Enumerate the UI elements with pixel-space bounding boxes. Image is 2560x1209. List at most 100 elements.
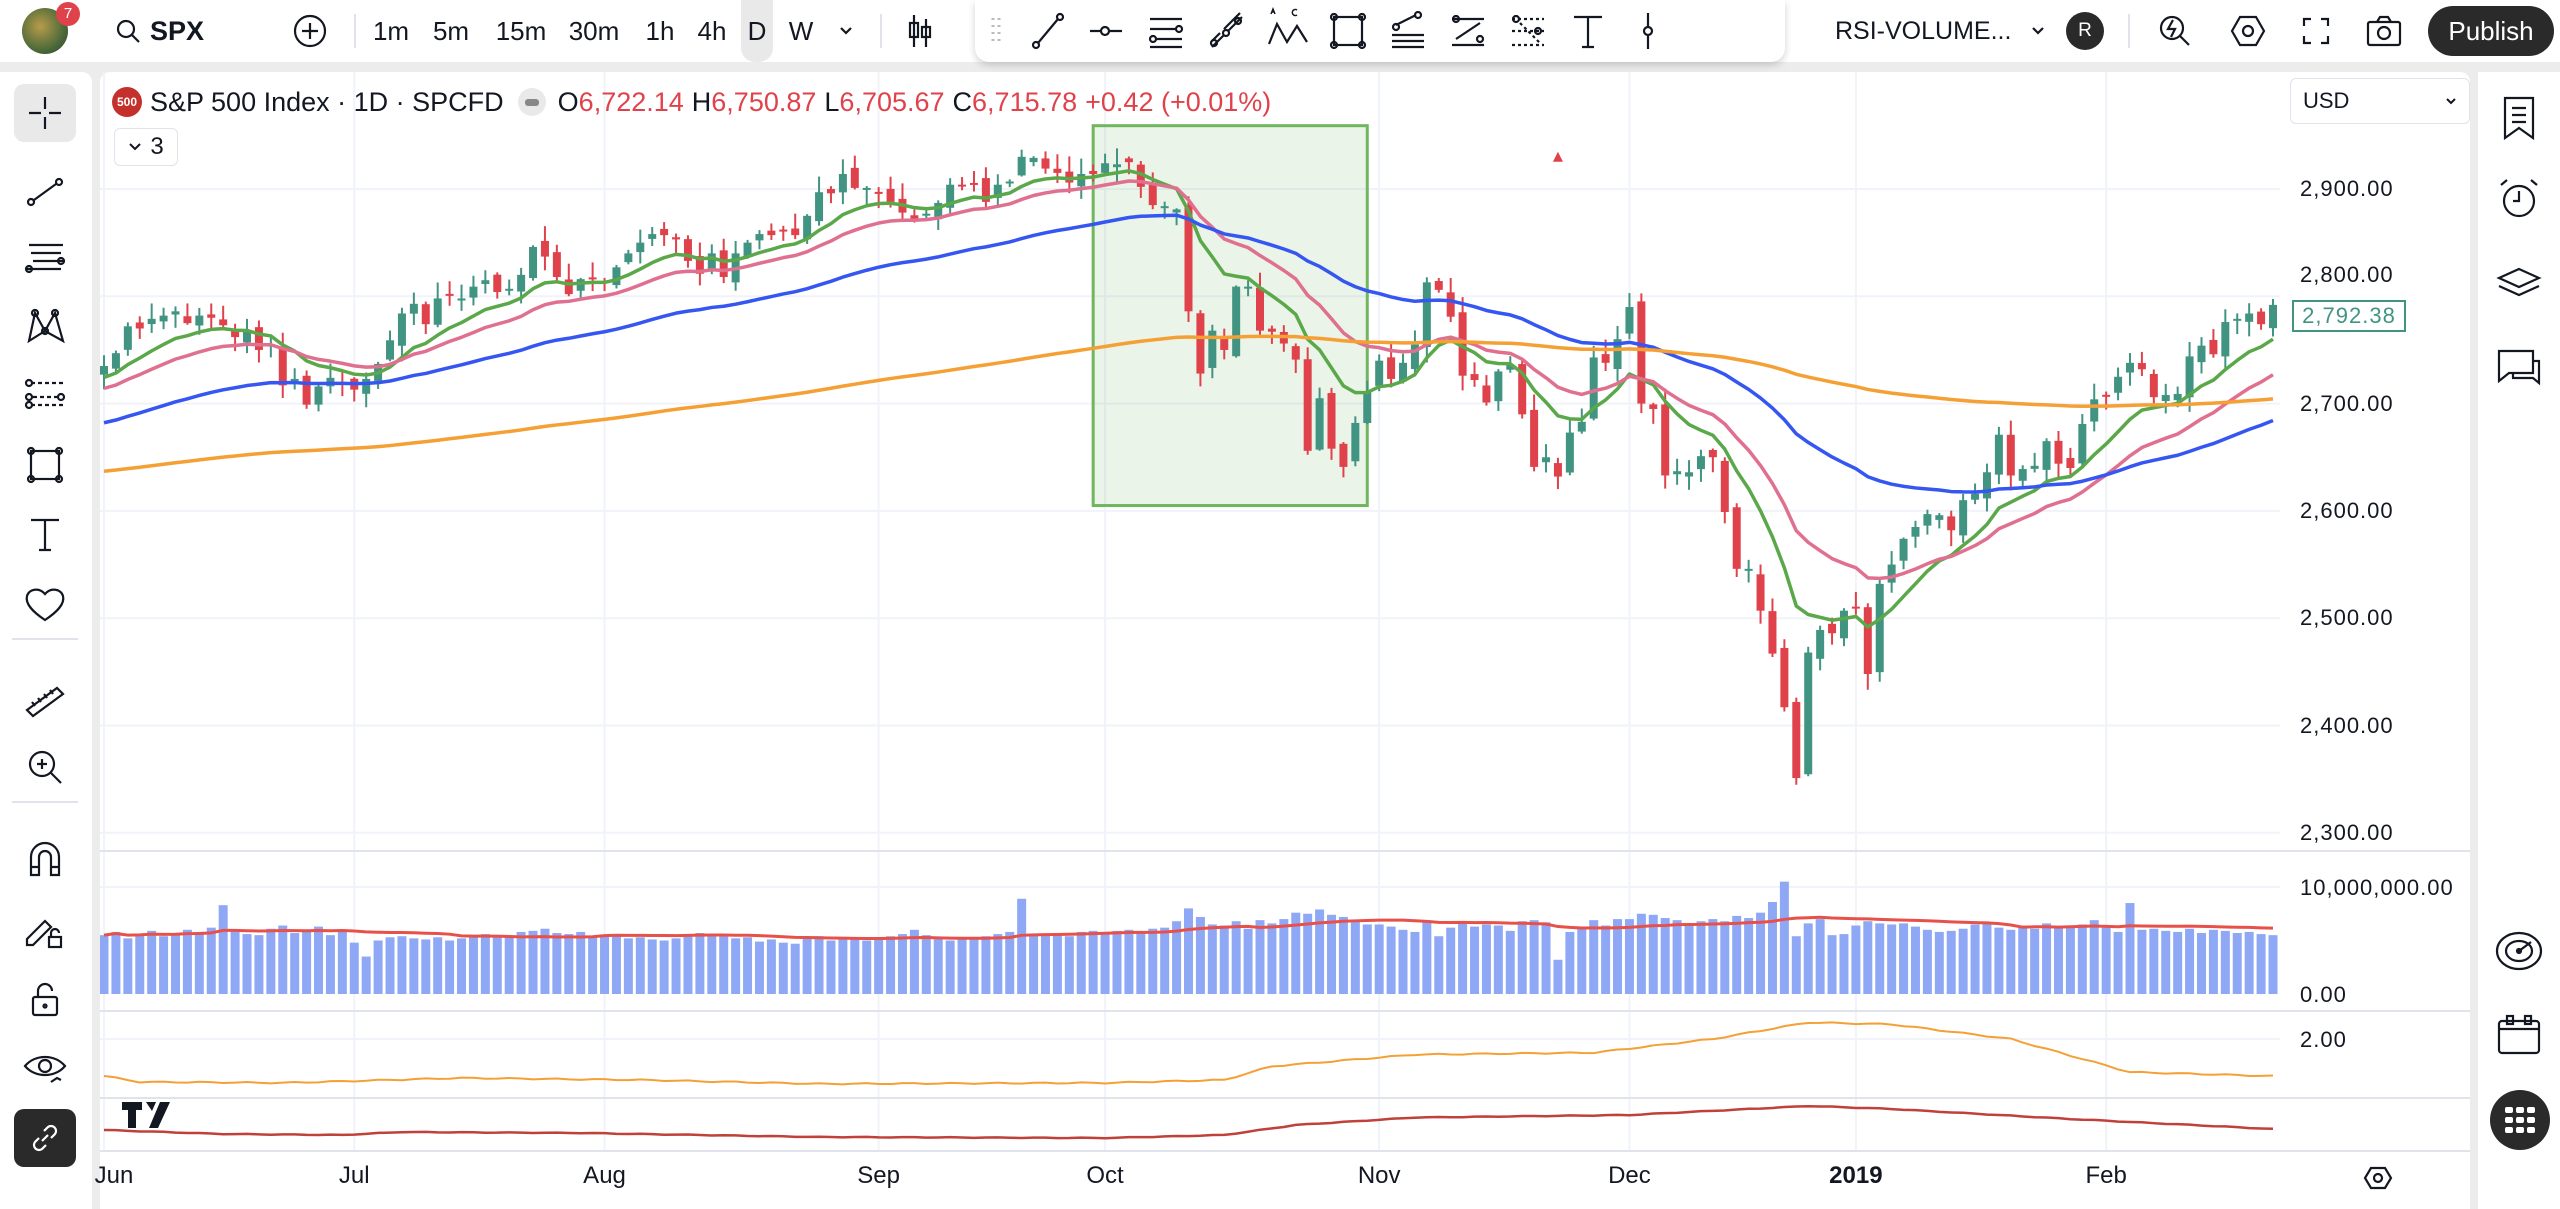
prediction-tool-icon[interactable] — [20, 370, 70, 420]
candle-body — [1470, 374, 1479, 380]
text-tool-icon[interactable] — [1565, 8, 1611, 54]
horizontal-ray-icon[interactable] — [1083, 8, 1129, 54]
fib-tool-icon[interactable] — [20, 232, 70, 282]
fib-retracement-icon[interactable] — [1385, 8, 1431, 54]
chevron-down-icon[interactable] — [2026, 20, 2050, 42]
interval-4h[interactable]: 4h — [697, 16, 727, 46]
eye-icon[interactable] — [20, 1043, 70, 1093]
candle-body — [1887, 564, 1896, 583]
pane-separator[interactable] — [100, 850, 2470, 852]
settings-icon[interactable] — [2228, 11, 2268, 51]
crosshair-icon[interactable] — [14, 84, 76, 142]
trend-line-tool-icon[interactable] — [20, 167, 70, 217]
candle — [1410, 330, 1419, 377]
quick-search-icon[interactable] — [2155, 11, 2195, 51]
watchlist-icon[interactable] — [2494, 94, 2544, 144]
fullscreen-icon[interactable] — [2296, 11, 2336, 51]
heart-icon[interactable] — [20, 579, 70, 629]
candle — [1136, 160, 1145, 198]
interval-15m[interactable]: 15m — [495, 16, 547, 46]
drag-handle-icon[interactable] — [989, 16, 1003, 46]
vertical-line-icon[interactable] — [1625, 8, 1671, 54]
zoom-in-icon[interactable] — [20, 742, 70, 792]
chevron-down-icon[interactable] — [834, 20, 858, 42]
candle — [2054, 430, 2063, 478]
indicators-collapse-toggle[interactable]: 3 — [114, 128, 178, 166]
candle — [862, 186, 871, 206]
fib-extension-icon[interactable] — [1445, 8, 1491, 54]
candle-body — [1494, 371, 1503, 402]
candle-body — [648, 234, 657, 239]
chart-settings-icon[interactable] — [2360, 1160, 2396, 1196]
candle — [1363, 380, 1372, 425]
volume-axis-max: 10,000,000.00 — [2300, 875, 2454, 900]
volume-bar — [2220, 930, 2230, 994]
chat-icon[interactable] — [2494, 342, 2544, 392]
candle — [445, 281, 454, 306]
interval-5m[interactable]: 5m — [432, 16, 470, 46]
camera-icon[interactable] — [2362, 11, 2406, 51]
candle-body — [719, 250, 728, 277]
volume-bar — [278, 925, 288, 994]
alarm-clock-icon[interactable] — [2494, 174, 2544, 224]
volume-bar — [1255, 920, 1265, 994]
apps-grid-icon[interactable] — [2490, 1090, 2550, 1150]
candle-body — [803, 215, 812, 240]
user-profile-button[interactable]: R — [2066, 12, 2104, 50]
pitchfork-icon[interactable] — [1203, 8, 1249, 54]
abc-pattern-icon[interactable] — [1263, 4, 1313, 54]
publish-button[interactable]: Publish — [2428, 6, 2554, 56]
series-title[interactable]: S&P 500 Index · 1D · SPCFD — [150, 86, 504, 117]
geometric-shapes-icon[interactable] — [20, 440, 70, 490]
series-legend[interactable]: 500 S&P 500 Index · 1D · SPCFD O 6,722.14… — [112, 82, 1271, 122]
trend-line-icon[interactable] — [1025, 8, 1071, 54]
candle-body — [362, 378, 371, 394]
interval-w[interactable]: W — [788, 16, 814, 46]
interval-1h[interactable]: 1h — [645, 16, 675, 46]
volume-bar — [2065, 927, 2075, 994]
candle-body — [1399, 362, 1408, 382]
volume-bar — [1994, 927, 2004, 994]
indicator-template-dropdown[interactable]: RSI-VOLUME... — [1835, 16, 2011, 46]
candle — [1065, 156, 1074, 194]
interval-30m[interactable]: 30m — [568, 16, 620, 46]
candle — [1291, 343, 1300, 374]
fib-time-icon[interactable] — [1505, 8, 1551, 54]
lock-drawings-pencil-icon[interactable] — [20, 906, 70, 956]
volume-bar — [957, 937, 967, 994]
candle — [731, 240, 740, 291]
currency-select[interactable]: USD — [2290, 78, 2470, 124]
link-icon[interactable] — [14, 1109, 76, 1167]
pattern-tool-icon[interactable] — [20, 302, 70, 352]
candle-body — [2257, 311, 2266, 325]
volume-bar — [993, 934, 1003, 994]
pane-separator[interactable] — [100, 1010, 2470, 1012]
layers-icon[interactable] — [2494, 258, 2544, 308]
pane-separator[interactable] — [100, 1097, 2470, 1099]
tradingview-logo[interactable] — [120, 1100, 178, 1135]
candle-body — [1959, 500, 1968, 536]
candlestick-chart-icon[interactable] — [900, 10, 940, 52]
interval-1m[interactable]: 1m — [372, 16, 410, 46]
compare-add-icon[interactable] — [292, 13, 328, 49]
speedometer-icon[interactable] — [2492, 924, 2546, 978]
candle — [969, 171, 978, 192]
candle — [2209, 329, 2218, 358]
calendar-icon[interactable] — [2492, 1008, 2546, 1062]
symbol-search[interactable]: SPX — [150, 16, 205, 46]
ruler-icon[interactable] — [20, 675, 70, 725]
interval-d[interactable]: D — [741, 0, 773, 62]
parallel-channel-icon[interactable] — [1143, 8, 1189, 54]
candle-body — [481, 280, 490, 284]
volume-bar — [1184, 908, 1193, 994]
volume-bar — [468, 936, 478, 994]
text-tool-icon[interactable] — [20, 509, 70, 559]
rectangle-icon[interactable] — [1325, 8, 1371, 54]
search-icon[interactable] — [112, 15, 144, 47]
magnet-icon[interactable] — [20, 834, 70, 884]
candle — [1625, 293, 1634, 340]
unlock-icon[interactable] — [20, 974, 70, 1024]
market-status-icon[interactable] — [517, 88, 546, 116]
volume-bar — [1851, 925, 1861, 994]
